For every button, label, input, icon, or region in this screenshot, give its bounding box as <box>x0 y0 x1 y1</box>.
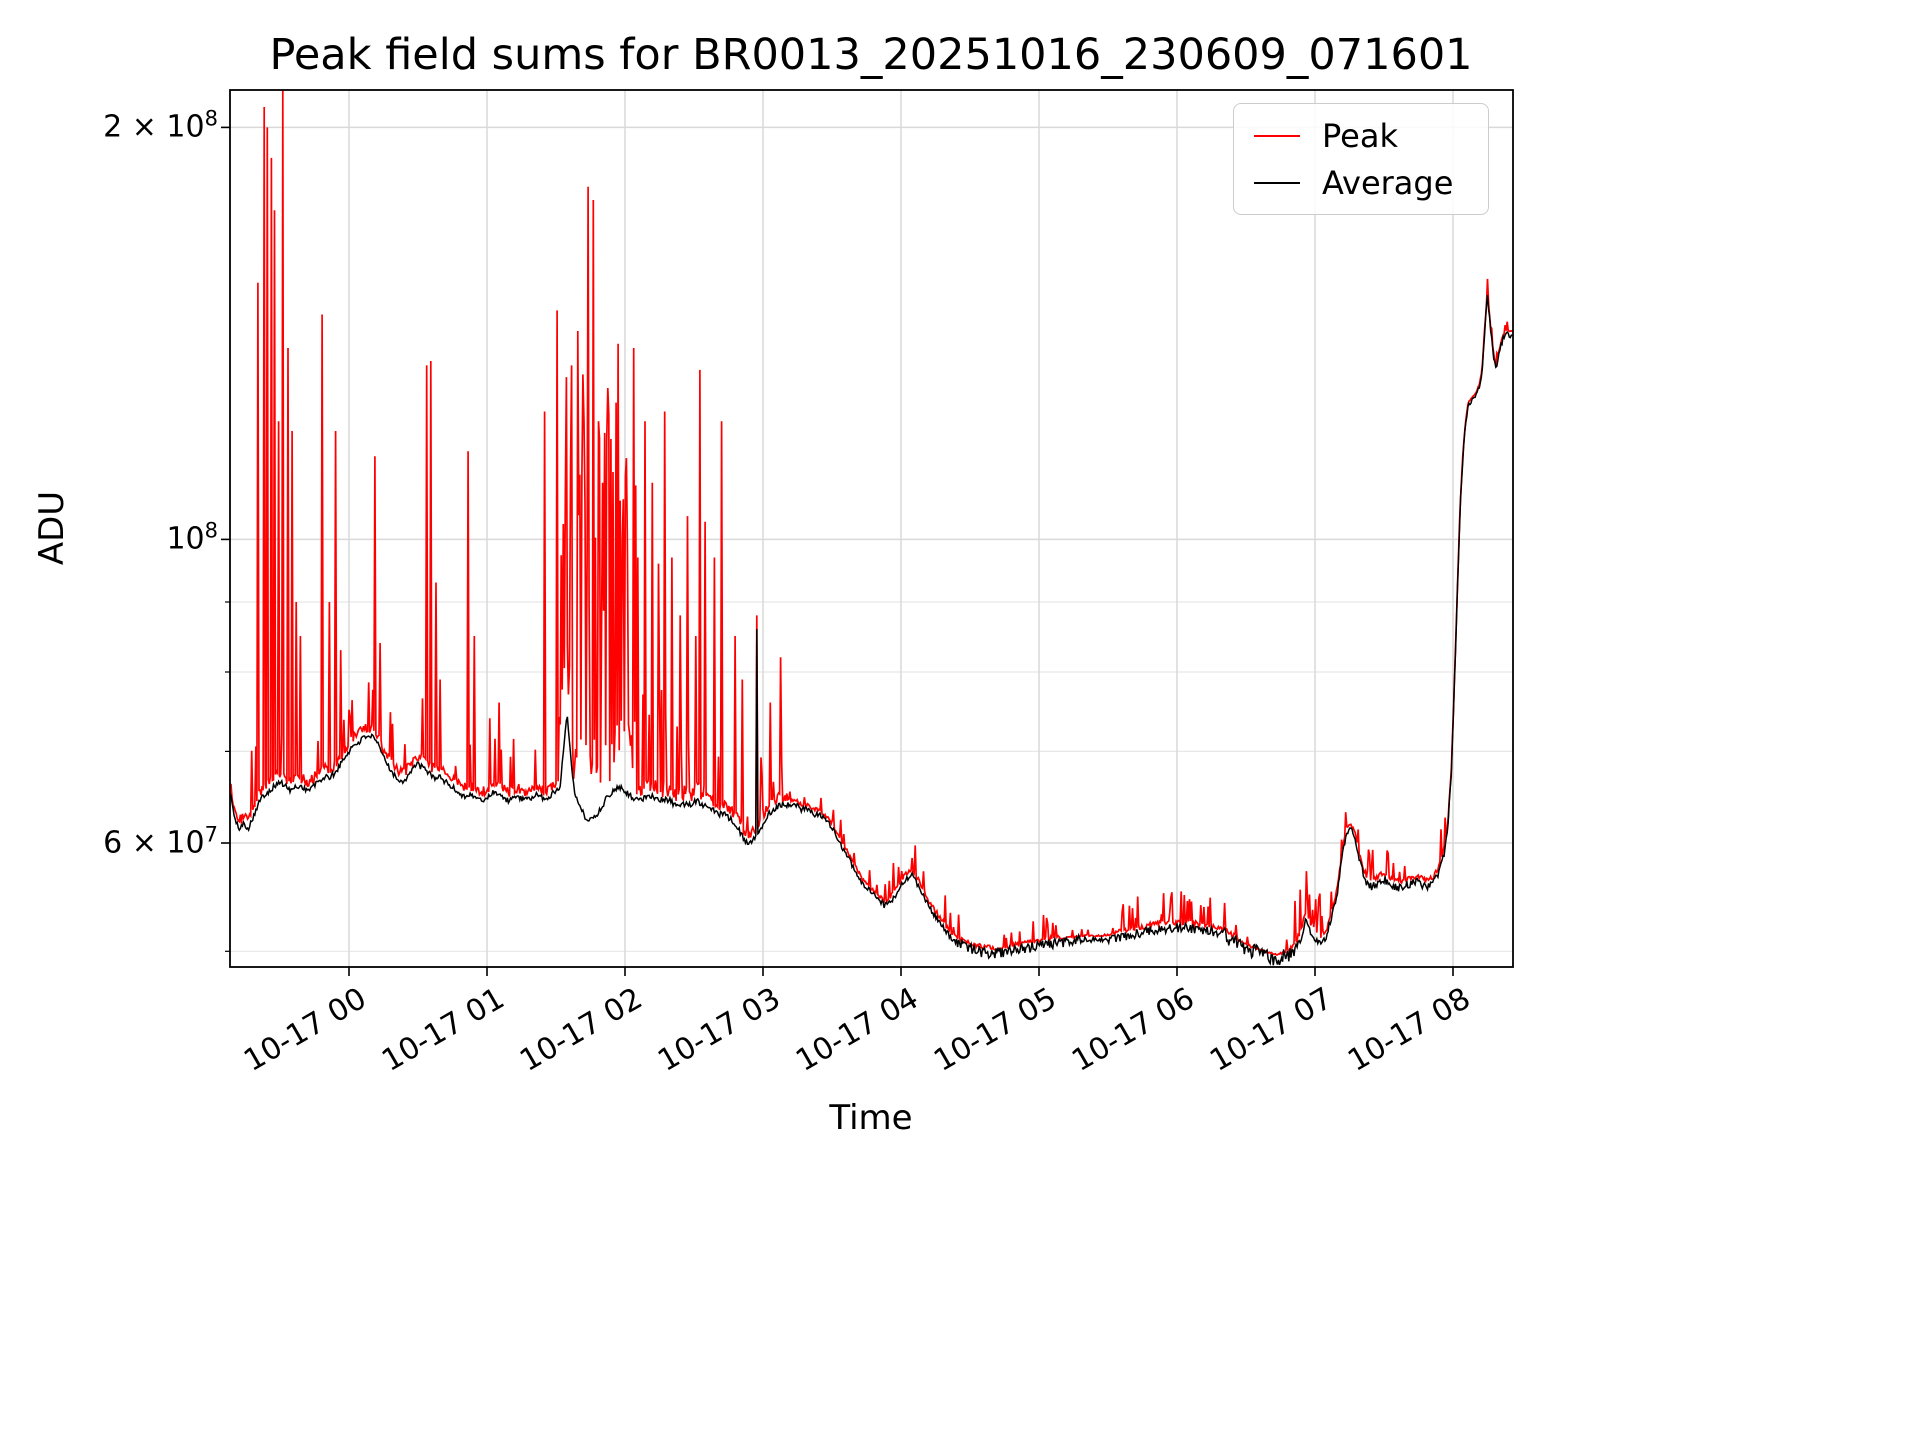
average-series-line <box>230 295 1513 966</box>
legend-label-average: Average <box>1322 163 1454 202</box>
peak-line-swatch <box>1254 134 1300 137</box>
y-tick-label: 6 × 107 <box>103 822 218 861</box>
x-axis-label: Time <box>829 1098 913 1138</box>
grid-layer <box>230 90 1513 967</box>
y-axis-label: ADU <box>32 490 72 566</box>
y-tick-label: 108 <box>166 518 218 557</box>
legend-item-peak: Peak <box>1254 117 1468 155</box>
legend-label-peak: Peak <box>1322 116 1398 155</box>
average-line-swatch <box>1254 181 1300 184</box>
y-tick-label: 2 × 108 <box>103 106 218 145</box>
axis-ticks <box>221 126 1454 976</box>
peak-series-line <box>230 90 1513 956</box>
legend: Peak Average <box>1233 103 1489 215</box>
chart-title: Peak field sums for BR0013_20251016_2306… <box>269 30 1473 80</box>
axes-frame <box>229 89 1514 968</box>
legend-item-average: Average <box>1254 164 1468 202</box>
